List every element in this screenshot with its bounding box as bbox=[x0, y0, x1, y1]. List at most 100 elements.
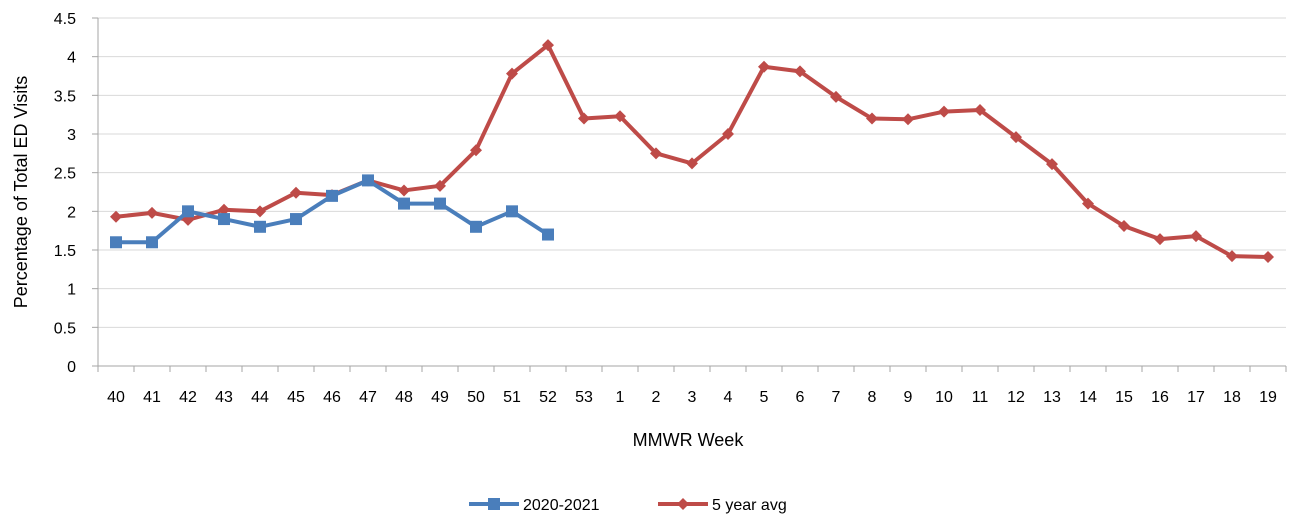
x-tick-label: 11 bbox=[972, 389, 989, 406]
data-point bbox=[974, 104, 986, 117]
data-point bbox=[254, 220, 266, 233]
data-point bbox=[1118, 220, 1130, 233]
x-tick-label: 1 bbox=[616, 389, 625, 406]
x-tick-label: 50 bbox=[467, 389, 485, 406]
x-tick-label: 14 bbox=[1079, 389, 1097, 406]
data-point bbox=[794, 65, 806, 78]
data-point bbox=[578, 112, 590, 125]
data-point bbox=[866, 112, 878, 125]
series-line bbox=[115, 43, 1269, 259]
x-axis-title: MMWR Week bbox=[633, 430, 745, 450]
x-tick-label: 51 bbox=[503, 389, 521, 406]
data-point bbox=[362, 174, 374, 187]
data-point bbox=[434, 179, 446, 192]
legend-item-2020-2021: 2020-2021 bbox=[469, 497, 600, 514]
x-tick-label: 2 bbox=[652, 389, 661, 406]
y-tick-label: 3 bbox=[67, 127, 76, 144]
x-tick-label: 17 bbox=[1187, 389, 1205, 406]
series-layer bbox=[110, 39, 1274, 263]
y-tick-label: 1 bbox=[67, 282, 76, 299]
y-tick-label: 2 bbox=[67, 204, 76, 221]
y-tick-label: 0.5 bbox=[54, 320, 76, 337]
y-tick-label: 0 bbox=[67, 359, 76, 376]
data-point bbox=[758, 60, 770, 73]
data-point bbox=[1154, 233, 1166, 246]
data-point bbox=[290, 213, 302, 226]
data-point bbox=[650, 147, 662, 160]
legend-label: 5 year avg bbox=[712, 497, 787, 514]
data-point bbox=[506, 205, 518, 218]
x-tick-label: 41 bbox=[143, 389, 161, 406]
legend-marker bbox=[488, 498, 500, 510]
x-tick-label: 40 bbox=[107, 389, 125, 406]
data-point bbox=[1226, 250, 1238, 263]
gridlines bbox=[98, 17, 1286, 328]
legend: 2020-2021 5 year avg bbox=[469, 497, 787, 514]
x-axis-tick-labels: 40 41 42 43 44 45 46 47 48 49 50 51 52 53 1 2 3 4 5 6 7 8 9 10 1… bbox=[107, 389, 1277, 406]
legend-label: 2020-2021 bbox=[523, 497, 600, 514]
data-point bbox=[146, 206, 158, 219]
x-tick-label: 46 bbox=[323, 389, 341, 406]
x-tick-label: 53 bbox=[575, 389, 593, 406]
x-tick-label: 13 bbox=[1043, 389, 1061, 406]
y-tick-label: 4 bbox=[67, 50, 76, 67]
x-tick-label: 42 bbox=[179, 389, 197, 406]
x-tick-label: 6 bbox=[796, 389, 805, 406]
data-point bbox=[830, 90, 842, 103]
data-point bbox=[326, 189, 338, 202]
y-axis-title: Percentage of Total ED Visits bbox=[11, 76, 31, 308]
series-5-year-avg bbox=[110, 39, 1274, 263]
x-tick-label: 48 bbox=[395, 389, 413, 406]
x-tick-label: 43 bbox=[215, 389, 233, 406]
data-point bbox=[1046, 158, 1058, 171]
x-tick-label: 10 bbox=[935, 389, 953, 406]
axes bbox=[92, 17, 1287, 372]
x-tick-label: 5 bbox=[760, 389, 769, 406]
x-tick-label: 44 bbox=[251, 389, 269, 406]
series-2020-2021 bbox=[110, 174, 554, 249]
data-point bbox=[902, 113, 914, 126]
data-point bbox=[218, 203, 230, 216]
data-point bbox=[722, 128, 734, 140]
data-point bbox=[506, 67, 518, 80]
data-point bbox=[1262, 250, 1274, 263]
x-tick-label: 49 bbox=[431, 389, 449, 406]
data-point bbox=[182, 205, 194, 218]
x-tick-label: 47 bbox=[359, 389, 377, 406]
data-point bbox=[146, 236, 158, 249]
x-tick-label: 16 bbox=[1151, 389, 1169, 406]
data-point bbox=[290, 186, 302, 199]
x-tick-label: 45 bbox=[287, 389, 305, 406]
legend-item-5-year-avg: 5 year avg bbox=[658, 497, 787, 514]
legend-marker bbox=[677, 498, 689, 510]
x-tick-label: 3 bbox=[688, 389, 697, 406]
x-tick-label: 18 bbox=[1223, 389, 1241, 406]
data-point bbox=[470, 220, 482, 233]
data-point bbox=[398, 197, 410, 210]
y-tick-label: 3.5 bbox=[54, 88, 76, 105]
data-point bbox=[1010, 131, 1022, 144]
x-tick-label: 8 bbox=[868, 389, 877, 406]
data-point bbox=[398, 184, 410, 197]
data-point bbox=[938, 105, 950, 118]
x-tick-label: 52 bbox=[539, 389, 557, 406]
data-point bbox=[1082, 197, 1094, 210]
data-point bbox=[470, 144, 482, 157]
data-point bbox=[686, 157, 698, 170]
data-point bbox=[434, 197, 446, 210]
data-point bbox=[110, 210, 122, 223]
y-tick-label: 2.5 bbox=[54, 166, 76, 183]
y-tick-label: 4.5 bbox=[54, 11, 76, 28]
x-tick-label: 7 bbox=[832, 389, 841, 406]
x-tick-label: 12 bbox=[1007, 389, 1025, 406]
x-tick-label: 15 bbox=[1115, 389, 1133, 406]
data-point bbox=[542, 228, 554, 241]
y-axis-tick-labels: 0 0.5 1 1.5 2 2.5 3 3.5 4 4.5 bbox=[54, 11, 76, 376]
x-tick-label: 4 bbox=[724, 389, 733, 406]
data-point bbox=[254, 205, 266, 218]
y-tick-label: 1.5 bbox=[54, 243, 76, 260]
x-tick-label: 19 bbox=[1259, 389, 1277, 406]
data-point bbox=[614, 110, 626, 123]
data-point bbox=[218, 213, 230, 226]
